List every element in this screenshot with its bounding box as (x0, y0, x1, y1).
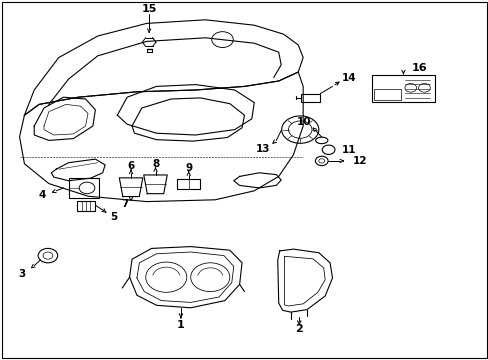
Text: 7: 7 (121, 199, 128, 210)
Text: 16: 16 (411, 63, 427, 73)
Bar (69, 178, 99, 198)
Text: 13: 13 (255, 144, 270, 154)
Text: 4: 4 (38, 190, 46, 200)
Text: 11: 11 (341, 145, 355, 155)
Text: 8: 8 (152, 159, 159, 169)
Text: 1: 1 (177, 320, 184, 330)
Text: 9: 9 (185, 163, 192, 173)
Text: 10: 10 (296, 117, 311, 127)
Text: 14: 14 (341, 73, 356, 83)
Text: 6: 6 (127, 161, 134, 171)
Bar (177, 179, 200, 189)
Bar (371, 75, 434, 102)
Text: 2: 2 (295, 324, 303, 334)
Text: 12: 12 (352, 156, 367, 166)
Bar (373, 89, 400, 100)
Text: 5: 5 (110, 212, 117, 222)
Bar (77, 201, 95, 211)
Text: 15: 15 (141, 4, 157, 14)
Text: 3: 3 (18, 269, 25, 279)
